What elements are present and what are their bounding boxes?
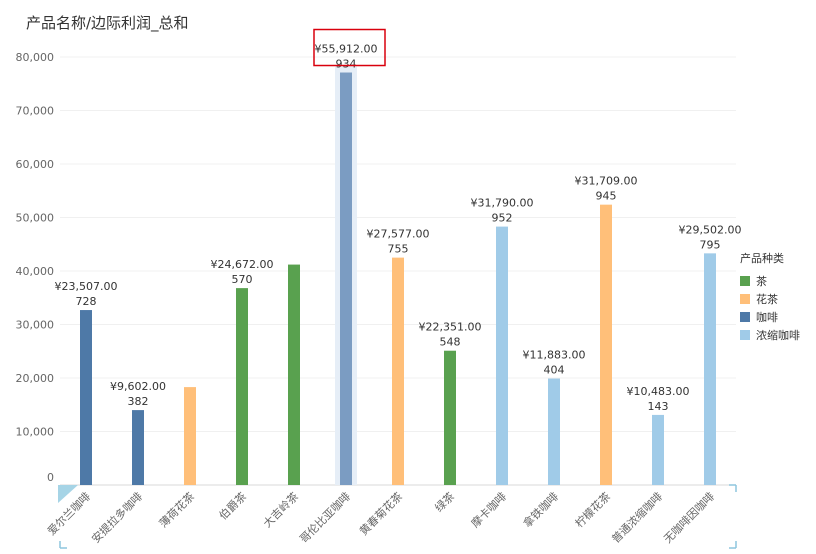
- data-label-count: 548: [440, 336, 461, 349]
- legend-label-coffee: 咖啡: [756, 311, 778, 324]
- data-label-count: 382: [128, 395, 149, 408]
- legend-label-tea: 茶: [756, 275, 767, 288]
- y-tick-label: 60,000: [16, 158, 55, 171]
- legend-label-espresso: 浓缩咖啡: [756, 329, 800, 342]
- data-label-profit: ¥27,577.00: [367, 228, 430, 241]
- bar: [80, 310, 92, 485]
- data-label-profit: ¥31,709.00: [575, 175, 638, 188]
- highlight-box: [313, 28, 386, 67]
- legend-swatch-tea: [740, 276, 750, 286]
- data-label-profit: ¥9,602.00: [110, 380, 166, 393]
- x-tick-label: 摩卡咖啡: [468, 489, 509, 530]
- bar: [704, 253, 716, 485]
- bar: [340, 72, 352, 485]
- corner-bracket: [729, 541, 737, 549]
- y-tick-label: 80,000: [16, 51, 55, 64]
- data-label-count: 795: [700, 238, 721, 251]
- data-label-count: 404: [544, 364, 565, 377]
- legend-swatch-espresso: [740, 330, 750, 340]
- legend-item-coffee[interactable]: 咖啡: [740, 308, 800, 326]
- data-label-count: 952: [492, 212, 513, 225]
- x-tick-label: 黄春菊花茶: [356, 489, 405, 538]
- y-tick-label: 10,000: [16, 426, 55, 439]
- data-label-count: 570: [232, 273, 253, 286]
- x-tick-label: 无咖啡因咖啡: [661, 489, 718, 546]
- legend-swatch-herbal-tea: [740, 294, 750, 304]
- data-label-profit: ¥29,502.00: [679, 223, 742, 236]
- data-label-count: 945: [596, 190, 617, 203]
- x-tick-label: 拿铁咖啡: [520, 489, 561, 530]
- chart-title: 产品名称/边际利润_总和: [26, 14, 189, 32]
- x-tick-label: 普通浓缩咖啡: [609, 489, 666, 546]
- bar: [236, 288, 248, 485]
- data-label-count: 728: [76, 295, 97, 308]
- legend-label-herbal-tea: 花茶: [756, 293, 778, 306]
- bar: [184, 387, 196, 485]
- bar: [496, 226, 508, 485]
- bar: [652, 414, 664, 485]
- x-tick-label: 爱尔兰咖啡: [44, 489, 93, 538]
- bar: [600, 204, 612, 485]
- legend-title: 产品种类: [740, 252, 784, 265]
- data-label-profit: ¥31,790.00: [471, 197, 534, 210]
- legend-item-espresso[interactable]: 浓缩咖啡: [740, 326, 800, 344]
- corner-bracket: [729, 484, 737, 492]
- data-label-count: 934: [336, 58, 357, 71]
- data-label-profit: ¥10,483.00: [627, 385, 690, 398]
- y-tick-label: 40,000: [16, 265, 55, 278]
- x-tick-label: 柠檬花茶: [572, 489, 613, 530]
- y-tick-label: 0: [47, 471, 54, 484]
- bar: [132, 410, 144, 485]
- y-tick-label: 50,000: [16, 212, 55, 225]
- y-tick-label: 70,000: [16, 105, 55, 118]
- data-label-profit: ¥23,507.00: [55, 280, 118, 293]
- y-tick-label: 30,000: [16, 319, 55, 332]
- bar: [392, 257, 404, 485]
- data-label-count: 755: [388, 243, 409, 256]
- x-tick-label: 哥伦比亚咖啡: [297, 489, 354, 546]
- legend: 产品种类 茶 花茶 咖啡 浓缩咖啡: [740, 250, 800, 344]
- x-tick-label: 薄荷花茶: [156, 489, 197, 530]
- bar: [548, 378, 560, 485]
- x-tick-label: 大吉岭茶: [260, 489, 301, 530]
- data-label-profit: ¥22,351.00: [419, 321, 482, 334]
- x-tick-label: 绿茶: [432, 489, 457, 514]
- legend-item-tea[interactable]: 茶: [740, 272, 800, 290]
- data-label-profit: ¥55,912.00: [315, 43, 378, 56]
- data-label-count: 143: [648, 400, 669, 413]
- y-tick-label: 20,000: [16, 372, 55, 385]
- bar: [288, 264, 300, 485]
- legend-item-herbal-tea[interactable]: 花茶: [740, 290, 800, 308]
- data-label-profit: ¥24,672.00: [211, 258, 274, 271]
- legend-swatch-coffee: [740, 312, 750, 322]
- corner-marker: [58, 485, 78, 503]
- bar: [444, 350, 456, 485]
- corner-bracket: [59, 541, 67, 549]
- data-label-profit: ¥11,883.00: [523, 349, 586, 362]
- x-tick-label: 伯爵茶: [216, 489, 249, 522]
- x-tick-label: 安提拉多咖啡: [89, 489, 146, 546]
